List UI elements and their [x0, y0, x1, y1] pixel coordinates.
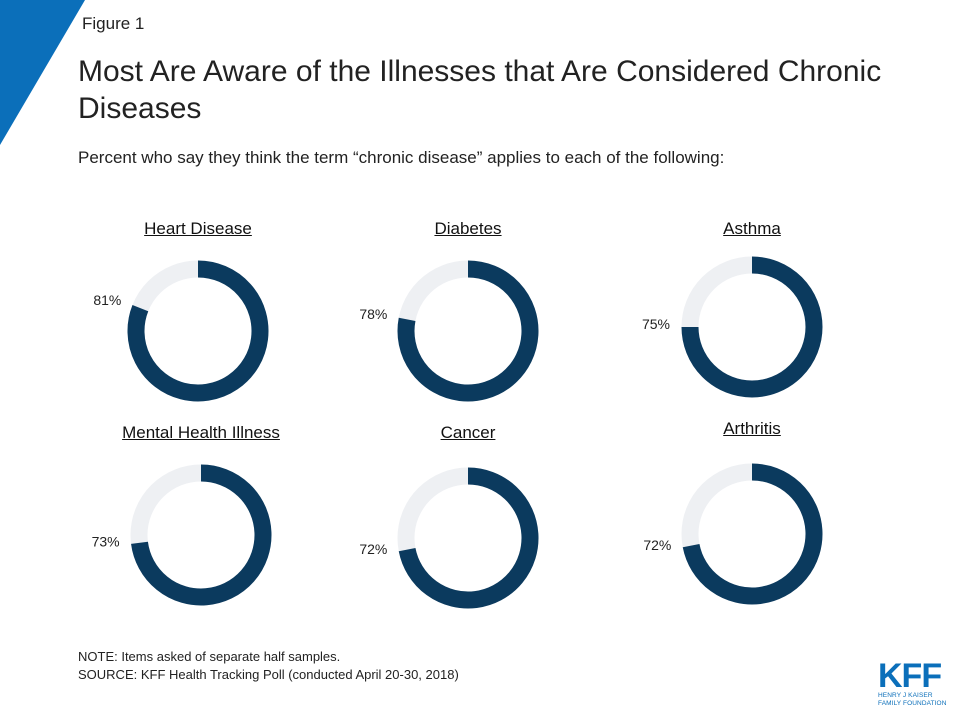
figure-label: Figure 1 — [82, 14, 145, 33]
donut-arthritis: 72% — [643, 463, 823, 605]
donut-arc-arthritis — [682, 463, 823, 605]
kff-logo: KFF HENRY J KAISER FAMILY FOUNDATION — [878, 657, 948, 708]
chart-subtitle: Percent who say they think the term “chr… — [78, 148, 725, 167]
donut-cancer: 72% — [359, 467, 539, 609]
donut-title-mental-health-illness: Mental Health Illness — [122, 423, 280, 442]
page-title: Most Are Aware of the Illnesses that Are… — [78, 55, 882, 125]
footnote: NOTE: Items asked of separate half sampl… — [78, 648, 459, 684]
donut-arc-diabetes — [397, 260, 539, 402]
donut-arc-cancer — [398, 467, 539, 609]
value-label-cancer: 72% — [359, 541, 387, 557]
donut-arc-mental-health-illness — [131, 464, 272, 606]
donut-diabetes: 78% — [359, 260, 539, 402]
donut-mental-health-illness: 73% — [92, 464, 272, 606]
donut-arc-asthma — [681, 256, 823, 398]
value-label-diabetes: 78% — [359, 306, 387, 322]
source-text: SOURCE: KFF Health Tracking Poll (conduc… — [78, 667, 459, 682]
donut-title-arthritis: Arthritis — [723, 419, 781, 438]
donut-title-asthma: Asthma — [723, 219, 781, 238]
donut-title-heart-disease: Heart Disease — [144, 219, 252, 238]
donut-heart-disease: 81% — [93, 260, 269, 402]
value-label-asthma: 75% — [642, 316, 670, 332]
corner-accent — [0, 0, 85, 145]
logo-line1: HENRY J KAISER — [878, 692, 933, 699]
donut-title-cancer: Cancer — [440, 423, 496, 442]
donut-asthma: 75% — [642, 256, 823, 398]
logo-line2: FAMILY FOUNDATION — [878, 700, 947, 707]
value-label-mental-health-illness: 73% — [92, 534, 120, 550]
logo-main: KFF — [878, 657, 942, 695]
donut-title-diabetes: Diabetes — [434, 219, 502, 238]
note-text: NOTE: Items asked of separate half sampl… — [78, 649, 341, 664]
value-label-heart-disease: 81% — [93, 292, 121, 308]
donut-arc-heart-disease — [127, 260, 269, 402]
value-label-arthritis: 72% — [643, 537, 671, 553]
